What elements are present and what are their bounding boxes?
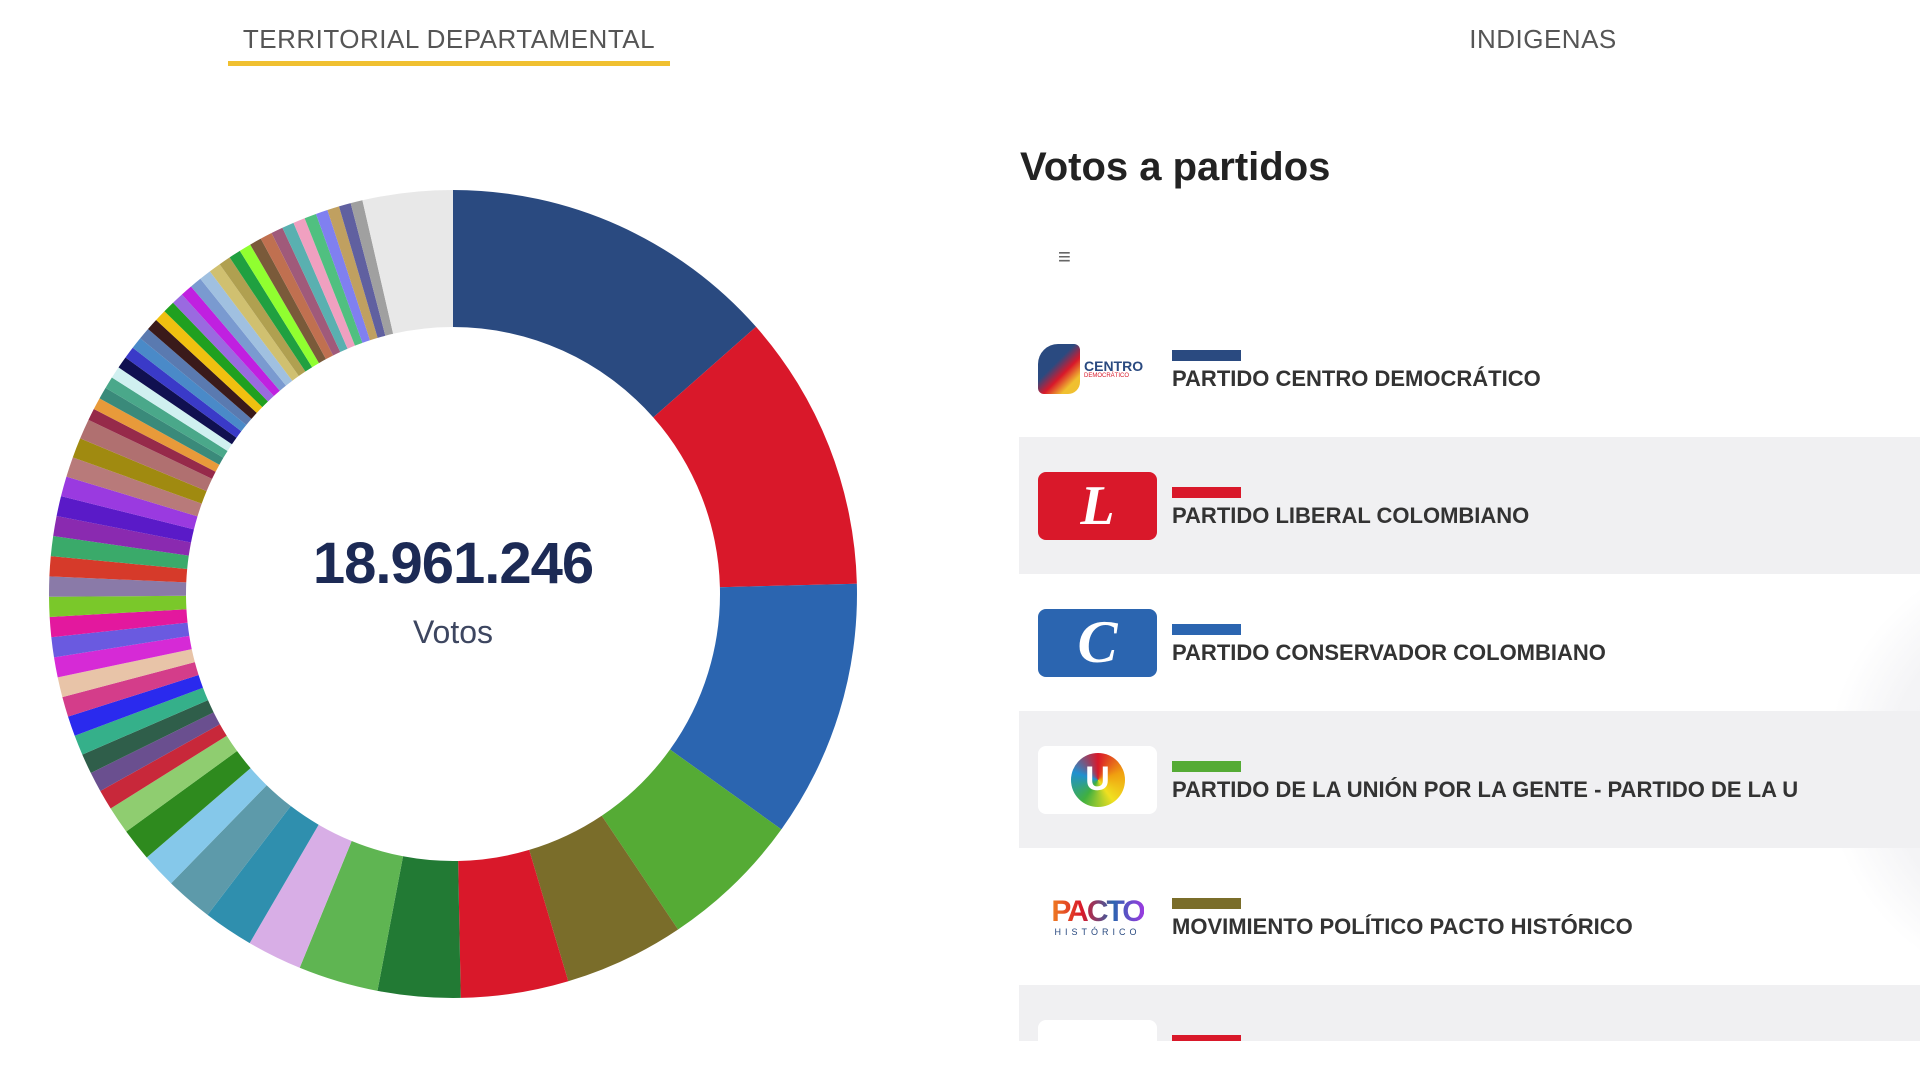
party-logo-pacto-historico: PACTO HISTÓRICO bbox=[1051, 894, 1145, 937]
donut-slice[interactable] bbox=[80, 419, 213, 492]
donut-slice[interactable] bbox=[219, 257, 306, 377]
donut-slice[interactable] bbox=[338, 203, 386, 338]
party-row[interactable]: U PARTIDO DE LA UNIÓN POR LA GENTE - PAR… bbox=[1019, 711, 1920, 848]
donut-slice[interactable] bbox=[670, 583, 857, 830]
donut-slice[interactable] bbox=[110, 735, 238, 832]
donut-slice[interactable] bbox=[57, 649, 195, 698]
party-row[interactable]: CR bbox=[1019, 985, 1920, 1041]
party-logo-liberal: L bbox=[1038, 471, 1157, 540]
donut-slice[interactable] bbox=[146, 768, 267, 884]
donut-slice[interactable] bbox=[453, 190, 757, 418]
party-list[interactable]: CENTRO DEMOCRÁTICO PARTIDO CENTRO DEMOCRÁ… bbox=[1019, 300, 1920, 1041]
donut-slice[interactable] bbox=[74, 687, 209, 755]
donut-slice[interactable] bbox=[50, 536, 189, 570]
donut-slice[interactable] bbox=[377, 856, 461, 999]
donut-slice[interactable] bbox=[126, 751, 251, 858]
donut-slice[interactable] bbox=[229, 250, 313, 372]
party-logo-centro-democratico: CENTRO DEMOCRÁTICO bbox=[1038, 334, 1157, 403]
hamburger-icon[interactable]: ≡ bbox=[1058, 244, 1071, 269]
donut-slice[interactable] bbox=[99, 387, 224, 465]
donut-slice[interactable] bbox=[164, 302, 268, 408]
donut-slice[interactable] bbox=[190, 278, 287, 391]
party-row[interactable]: C PARTIDO CONSERVADOR COLOMBIANO bbox=[1019, 574, 1920, 711]
donut-slice[interactable] bbox=[171, 785, 291, 915]
donut-slice[interactable] bbox=[653, 326, 857, 588]
donut-slice[interactable] bbox=[56, 496, 194, 543]
donut-slice[interactable] bbox=[156, 311, 263, 413]
donut-slice[interactable] bbox=[61, 476, 198, 530]
donut-slice[interactable] bbox=[72, 438, 207, 504]
party-name: PARTIDO CONSERVADOR COLOMBIANO bbox=[1172, 640, 1606, 665]
donut-slice[interactable] bbox=[148, 320, 257, 419]
party-color-bar bbox=[1172, 487, 1241, 498]
party-row[interactable]: PACTO HISTÓRICO MOVIMIENTO POLÍTICO PACTO… bbox=[1019, 848, 1920, 985]
party-logo-partido-de-la-u: U bbox=[1038, 745, 1157, 814]
party-color-bar bbox=[1172, 898, 1241, 909]
donut-slice[interactable] bbox=[601, 749, 782, 930]
donut-slice[interactable] bbox=[200, 271, 293, 386]
donut-slice[interactable] bbox=[529, 815, 679, 982]
donut-slice[interactable] bbox=[304, 213, 363, 346]
donut-slice[interactable] bbox=[49, 556, 188, 583]
tab-indigenas[interactable]: INDIGENAS bbox=[1469, 24, 1617, 54]
tab-territorial-departamental[interactable]: TERRITORIAL DEPARTAMENTAL bbox=[228, 24, 670, 66]
donut-slice[interactable] bbox=[132, 338, 247, 432]
donut-slice[interactable] bbox=[62, 662, 199, 717]
donut-slice[interactable] bbox=[140, 329, 252, 426]
donut-slice[interactable] bbox=[82, 700, 214, 774]
donut-slice[interactable] bbox=[282, 222, 348, 352]
donut-slice[interactable] bbox=[315, 210, 371, 343]
donut-slice[interactable] bbox=[93, 398, 220, 472]
donut-slice[interactable] bbox=[209, 264, 299, 381]
party-color-bar bbox=[1172, 624, 1241, 635]
party-name: PARTIDO DE LA UNIÓN POR LA GENTE - PARTI… bbox=[1172, 777, 1799, 802]
donut-slice[interactable] bbox=[362, 190, 453, 334]
party-logo: CR bbox=[1038, 1019, 1157, 1041]
party-logo-conservador: C bbox=[1038, 608, 1157, 677]
donut-slice[interactable] bbox=[49, 609, 188, 638]
party-name: PARTIDO LIBERAL COLOMBIANO bbox=[1172, 503, 1530, 528]
donut-slice[interactable] bbox=[293, 218, 355, 349]
party-color-bar bbox=[1172, 1035, 1241, 1041]
donut-slice[interactable] bbox=[271, 227, 341, 356]
donut-slice[interactable] bbox=[53, 516, 192, 556]
donut-slice[interactable] bbox=[350, 200, 394, 336]
panel-title: Votos a partidos bbox=[1020, 145, 1331, 189]
donut-slice[interactable] bbox=[250, 238, 326, 364]
donut-slice[interactable] bbox=[327, 206, 378, 341]
donut-slice[interactable] bbox=[458, 849, 569, 998]
donut-slice[interactable] bbox=[51, 622, 190, 658]
total-votes: 18.961.246 bbox=[312, 531, 594, 596]
party-row[interactable]: L PARTIDO LIBERAL COLOMBIANO bbox=[1019, 437, 1920, 574]
party-name: MOVIMIENTO POLÍTICO PACTO HISTÓRICO bbox=[1172, 914, 1633, 939]
total-votes-label: Votos bbox=[412, 614, 494, 650]
donut-slice[interactable] bbox=[299, 841, 404, 991]
donut-slice[interactable] bbox=[125, 347, 242, 438]
donut-slice[interactable] bbox=[239, 244, 319, 368]
donut-slice[interactable] bbox=[66, 457, 202, 517]
party-color-bar bbox=[1172, 350, 1241, 361]
donut-slice[interactable] bbox=[260, 233, 334, 360]
donut-slice[interactable] bbox=[249, 824, 352, 968]
party-name: PARTIDO CENTRO DEMOCRÁTICO bbox=[1172, 366, 1541, 391]
donut-slice[interactable] bbox=[54, 635, 192, 678]
donut-slice[interactable] bbox=[181, 286, 280, 397]
donut-slice[interactable] bbox=[111, 367, 232, 451]
party-row[interactable]: CENTRO DEMOCRÁTICO PARTIDO CENTRO DEMOCRÁ… bbox=[1019, 300, 1920, 437]
donut-slice[interactable] bbox=[207, 806, 319, 944]
votes-donut-chart bbox=[48, 190, 857, 999]
donut-slice[interactable] bbox=[173, 294, 274, 402]
donut-slice[interactable] bbox=[88, 409, 216, 479]
donut-slice[interactable] bbox=[105, 377, 228, 458]
party-color-bar bbox=[1172, 761, 1241, 772]
donut-slice[interactable] bbox=[100, 724, 227, 809]
donut-slice[interactable] bbox=[90, 712, 220, 791]
donut-slice[interactable] bbox=[48, 576, 187, 597]
donut-slice[interactable] bbox=[49, 595, 187, 618]
donut-slice[interactable] bbox=[68, 675, 203, 736]
donut-slice[interactable] bbox=[118, 357, 237, 445]
